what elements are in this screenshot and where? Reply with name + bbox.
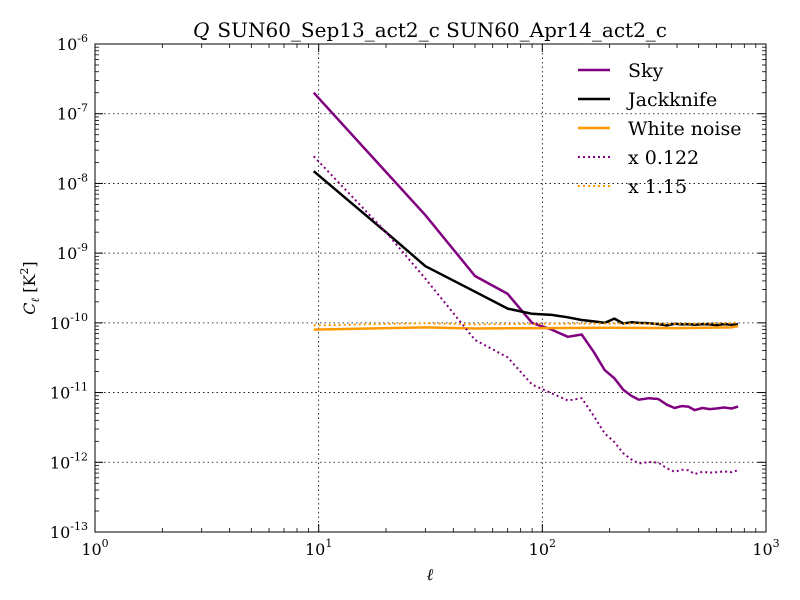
chart-title-quantity: Q bbox=[193, 18, 209, 42]
y-tick-label-base: 10 bbox=[50, 453, 70, 472]
series-line-jackknife bbox=[312, 170, 739, 327]
x-tick-labels: 100 101 102 103 bbox=[81, 537, 779, 559]
y-tick-label-base: 10 bbox=[57, 105, 77, 124]
y-tick-label-exponent: -8 bbox=[77, 171, 88, 184]
y-tick-label: 10-12 bbox=[50, 450, 88, 472]
axis-ticks bbox=[94, 43, 767, 533]
legend-label-white-noise: White noise bbox=[628, 118, 742, 140]
legend: Sky Jackknife White noise x 0.122 x 1.15 bbox=[578, 60, 742, 198]
plot-frame bbox=[94, 43, 767, 533]
y-axis-label-unit-exponent: 2 bbox=[18, 268, 31, 275]
x-tick-label-exponent: 0 bbox=[102, 537, 109, 550]
x-tick-label: 100 bbox=[81, 537, 108, 559]
y-tick-label-exponent: -10 bbox=[70, 311, 88, 324]
legend-label-sky: Sky bbox=[628, 60, 664, 82]
y-axis-label-symbol: C bbox=[20, 302, 39, 314]
y-axis-label-unit: [K bbox=[20, 274, 39, 298]
x-tick-label-base: 10 bbox=[752, 540, 772, 559]
legend-label-x-1-15: x 1.15 bbox=[628, 176, 687, 198]
y-tick-label: 10-7 bbox=[57, 102, 88, 124]
series-line-sky bbox=[312, 91, 739, 412]
y-axis-label-subscript: ℓ bbox=[29, 297, 42, 302]
y-tick-label-base: 10 bbox=[57, 244, 77, 263]
y-tick-label-exponent: -9 bbox=[77, 241, 88, 254]
y-tick-label-exponent: -11 bbox=[70, 381, 88, 394]
y-tick-label: 10-8 bbox=[57, 171, 88, 193]
series-line-white-noise bbox=[313, 324, 739, 331]
x-tick-label-base: 10 bbox=[305, 540, 325, 559]
y-axis-label-unit-close: ] bbox=[20, 261, 39, 267]
x-tick-label: 103 bbox=[752, 537, 779, 559]
y-axis-label: Cℓ [K2] bbox=[18, 261, 42, 314]
x-tick-label-base: 10 bbox=[529, 540, 549, 559]
y-tick-label-exponent: -12 bbox=[70, 450, 88, 463]
y-tick-label: 10-6 bbox=[57, 32, 88, 54]
legend-label-jackknife: Jackknife bbox=[626, 89, 717, 111]
y-tick-label-base: 10 bbox=[50, 314, 70, 333]
series-group bbox=[312, 91, 739, 475]
y-tick-label: 10-9 bbox=[57, 241, 88, 263]
x-tick-label-exponent: 2 bbox=[549, 537, 556, 550]
y-tick-label-base: 10 bbox=[50, 384, 70, 403]
y-tick-label-exponent: -7 bbox=[77, 102, 88, 115]
y-tick-label-base: 10 bbox=[57, 174, 77, 193]
x-tick-label: 102 bbox=[529, 537, 556, 559]
chart-title-text: SUN60_Sep13_act2_c SUN60_Apr14_act2_c bbox=[217, 18, 667, 42]
x-tick-label-exponent: 3 bbox=[773, 537, 780, 550]
x-axis-label: ℓ bbox=[427, 565, 434, 584]
y-tick-label: 10-10 bbox=[50, 311, 88, 333]
legend-label-x-0-122: x 0.122 bbox=[628, 147, 699, 169]
chart-title: Q SUN60_Sep13_act2_c SUN60_Apr14_act2_c bbox=[193, 18, 667, 42]
y-tick-label-exponent: -6 bbox=[77, 32, 88, 45]
y-tick-label-exponent: -13 bbox=[70, 520, 88, 533]
y-tick-label-base: 10 bbox=[57, 35, 77, 54]
x-tick-label: 101 bbox=[305, 537, 332, 559]
series-line-x-0-122 bbox=[312, 155, 739, 475]
x-tick-label-base: 10 bbox=[81, 540, 101, 559]
y-tick-label: 10-13 bbox=[50, 520, 88, 542]
y-tick-label: 10-11 bbox=[50, 381, 88, 403]
x-tick-label-exponent: 1 bbox=[325, 537, 332, 550]
y-tick-label-base: 10 bbox=[50, 523, 70, 542]
